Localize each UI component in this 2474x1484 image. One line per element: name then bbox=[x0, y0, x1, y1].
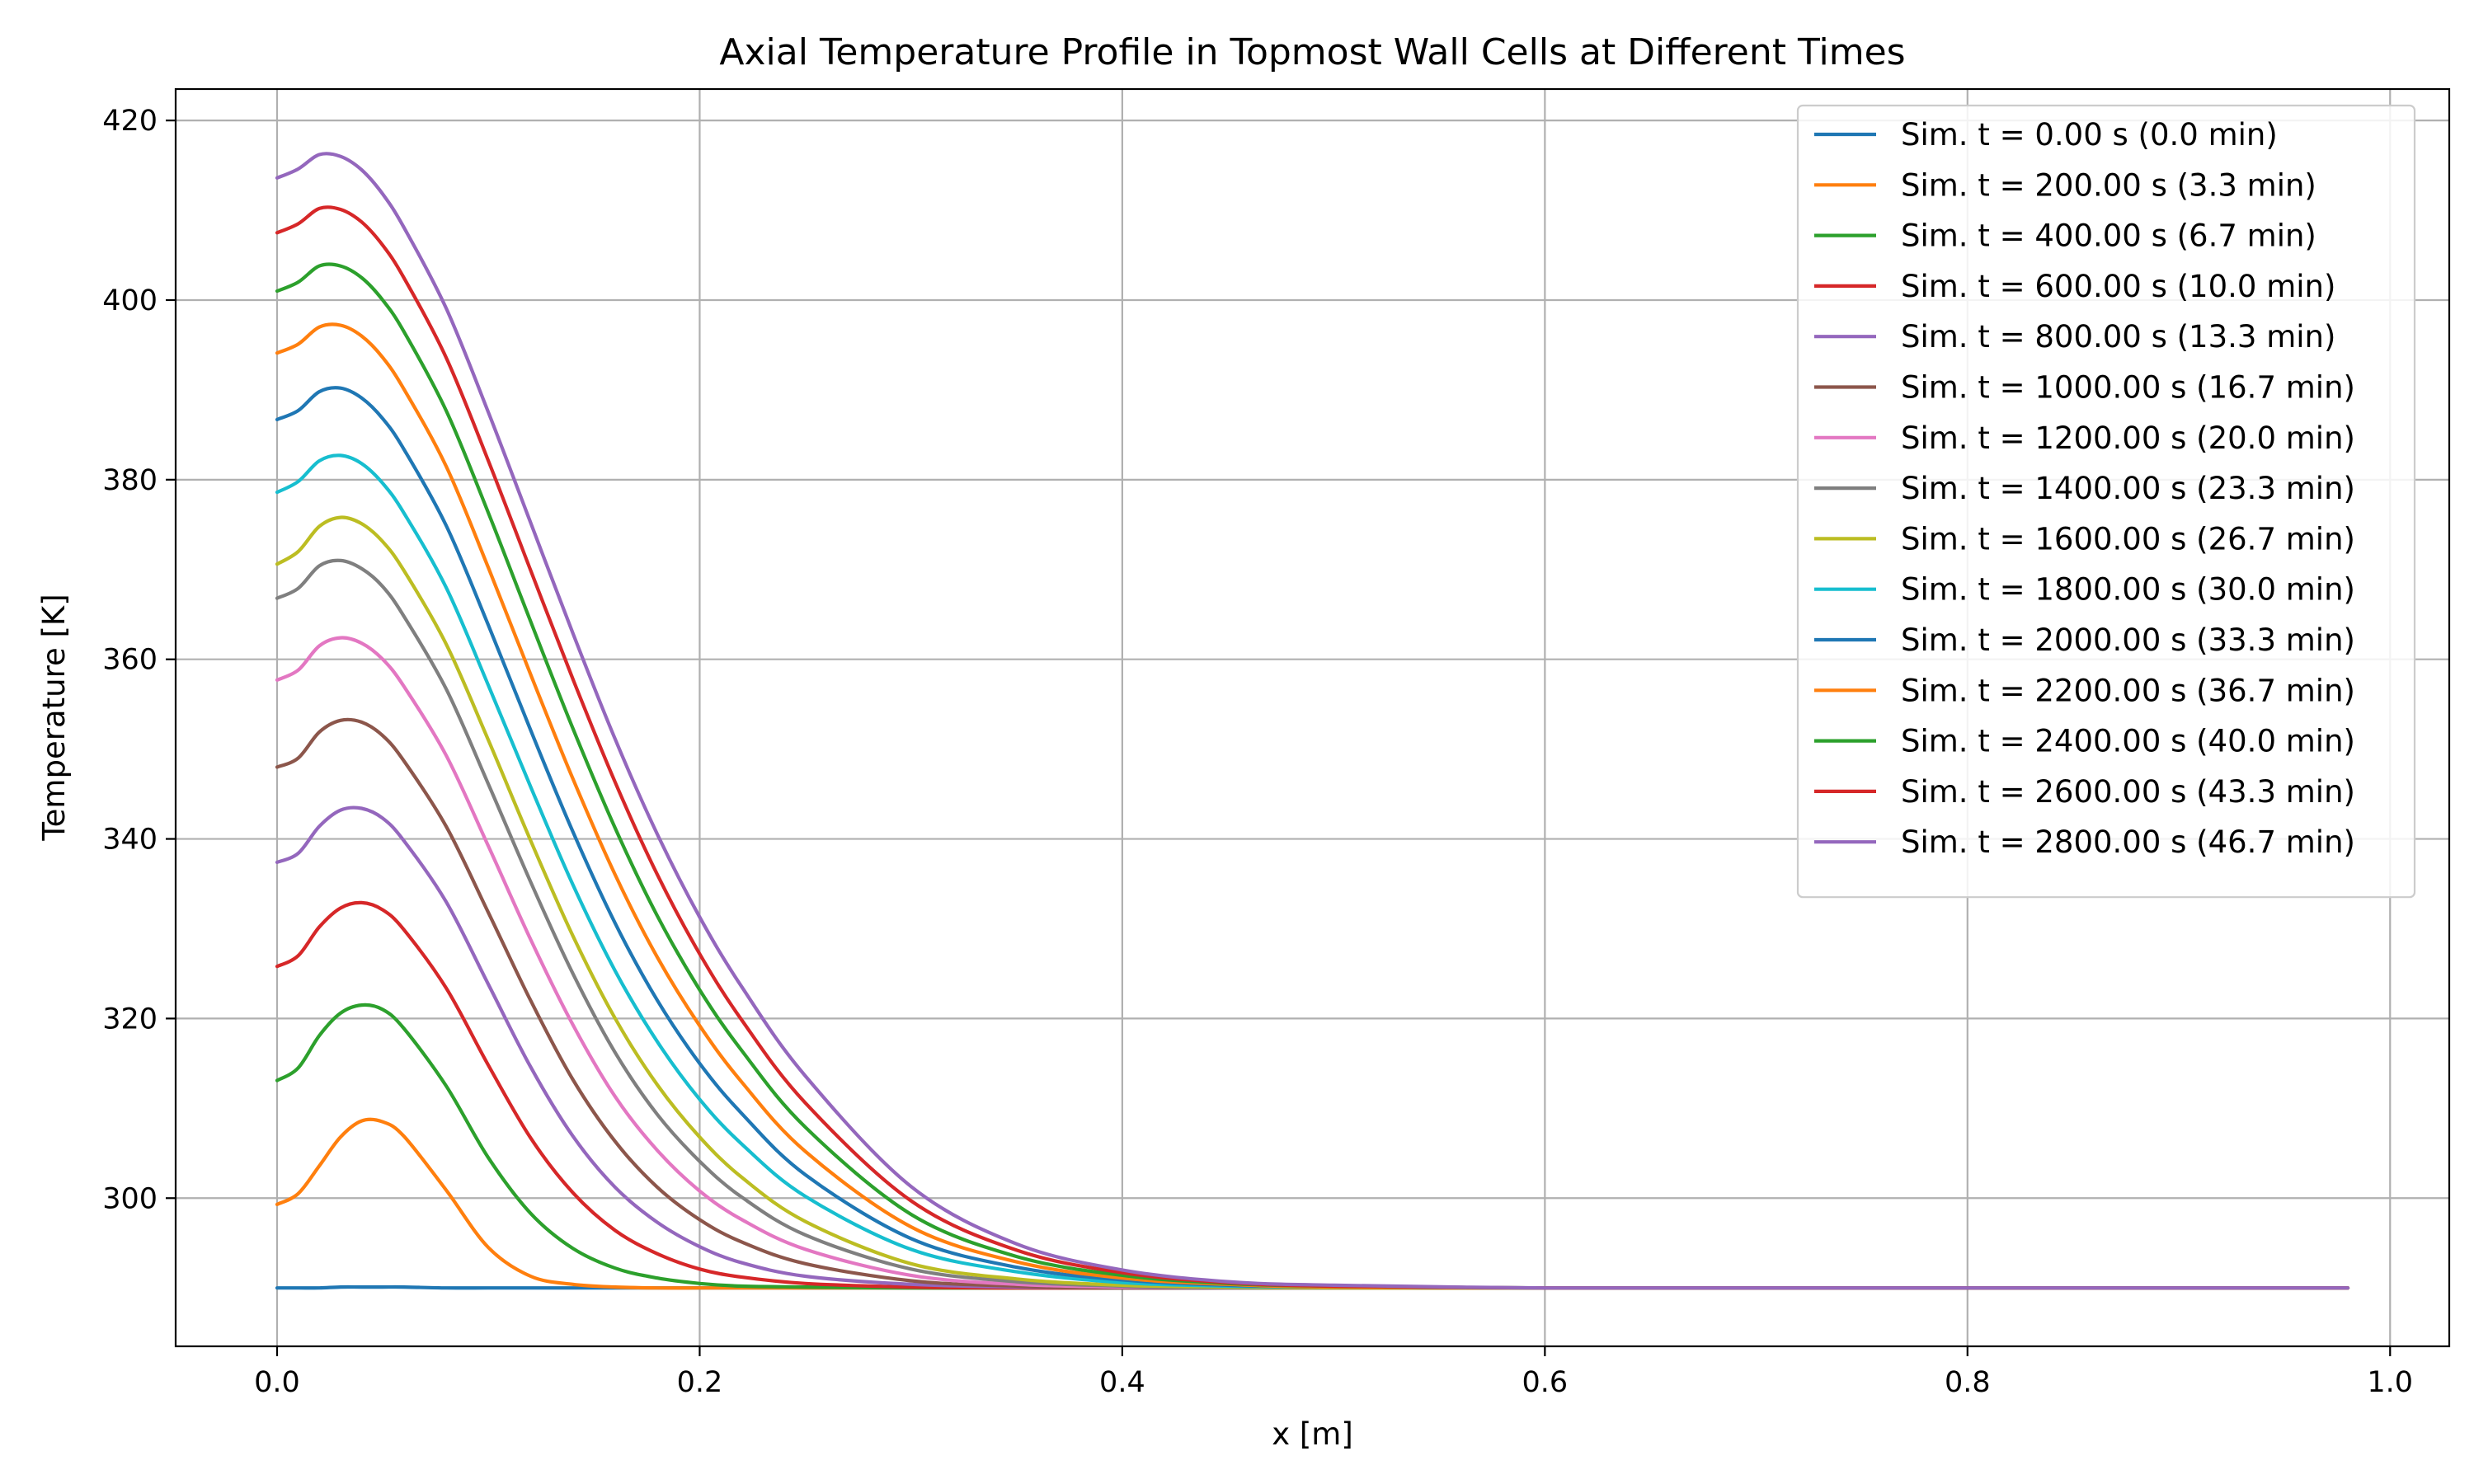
legend-entry-label: Sim. t = 2200.00 s (36.7 min) bbox=[1901, 673, 2355, 708]
x-tick-label: 1.0 bbox=[2367, 1366, 2413, 1399]
legend-entry-label: Sim. t = 0.00 s (0.0 min) bbox=[1901, 117, 2278, 153]
legend-entry-label: Sim. t = 1000.00 s (16.7 min) bbox=[1901, 370, 2355, 406]
y-tick-label: 340 bbox=[102, 824, 158, 857]
x-tick-label: 0.8 bbox=[1945, 1366, 1991, 1399]
tick-layer: 0.0 0.2 0.4 0.6 0.8 1.0 300 320 340 360 380 400 420 bbox=[102, 105, 2413, 1399]
legend-entry-label: Sim. t = 600.00 s (10.0 min) bbox=[1901, 269, 2335, 304]
y-tick-label: 320 bbox=[102, 1003, 158, 1036]
x-axis-label: x [m] bbox=[1272, 1416, 1353, 1452]
plot-frame bbox=[174, 87, 2451, 1348]
x-tick-label: 0.6 bbox=[1522, 1366, 1569, 1399]
legend-entry-label: Sim. t = 1800.00 s (30.0 min) bbox=[1901, 572, 2355, 608]
y-axis-label: Temperature [K] bbox=[36, 594, 72, 841]
legend: Sim. t = 0.00 s (0.0 min) Sim. t = 200.00… bbox=[1796, 104, 2416, 899]
series-line-14 bbox=[275, 152, 2350, 1290]
y-tick-label: 360 bbox=[102, 644, 158, 677]
x-tick-label: 0.0 bbox=[254, 1366, 300, 1399]
legend-entry-label: Sim. t = 800.00 s (13.3 min) bbox=[1901, 319, 2335, 355]
legend-box bbox=[1796, 104, 2416, 899]
legend-entry-label: Sim. t = 1200.00 s (20.0 min) bbox=[1901, 420, 2355, 456]
y-tick-label: 400 bbox=[102, 284, 158, 317]
y-tick-label: 300 bbox=[102, 1182, 158, 1215]
legend-entry-label: Sim. t = 2400.00 s (40.0 min) bbox=[1901, 724, 2355, 759]
y-tick-label: 380 bbox=[102, 464, 158, 497]
legend-entry-label: Sim. t = 2000.00 s (33.3 min) bbox=[1901, 622, 2355, 658]
legend-entry-label: Sim. t = 1600.00 s (26.7 min) bbox=[1901, 521, 2355, 556]
series-layer bbox=[275, 152, 2350, 1290]
legend-entry-label: Sim. t = 200.00 s (3.3 min) bbox=[1901, 167, 2316, 203]
legend-entry-label: Sim. t = 2600.00 s (43.3 min) bbox=[1901, 774, 2355, 810]
chart-title: Axial Temperature Profile in Topmost Wal… bbox=[719, 31, 1905, 73]
x-tick-label: 0.2 bbox=[677, 1366, 723, 1399]
legend-entry-label: Sim. t = 2800.00 s (46.7 min) bbox=[1901, 824, 2355, 860]
legend-entry-label: Sim. t = 400.00 s (6.7 min) bbox=[1901, 218, 2316, 254]
x-tick-label: 0.4 bbox=[1099, 1366, 1145, 1399]
legend-entry-label: Sim. t = 1400.00 s (23.3 min) bbox=[1901, 471, 2355, 506]
y-tick-label: 420 bbox=[102, 105, 158, 138]
